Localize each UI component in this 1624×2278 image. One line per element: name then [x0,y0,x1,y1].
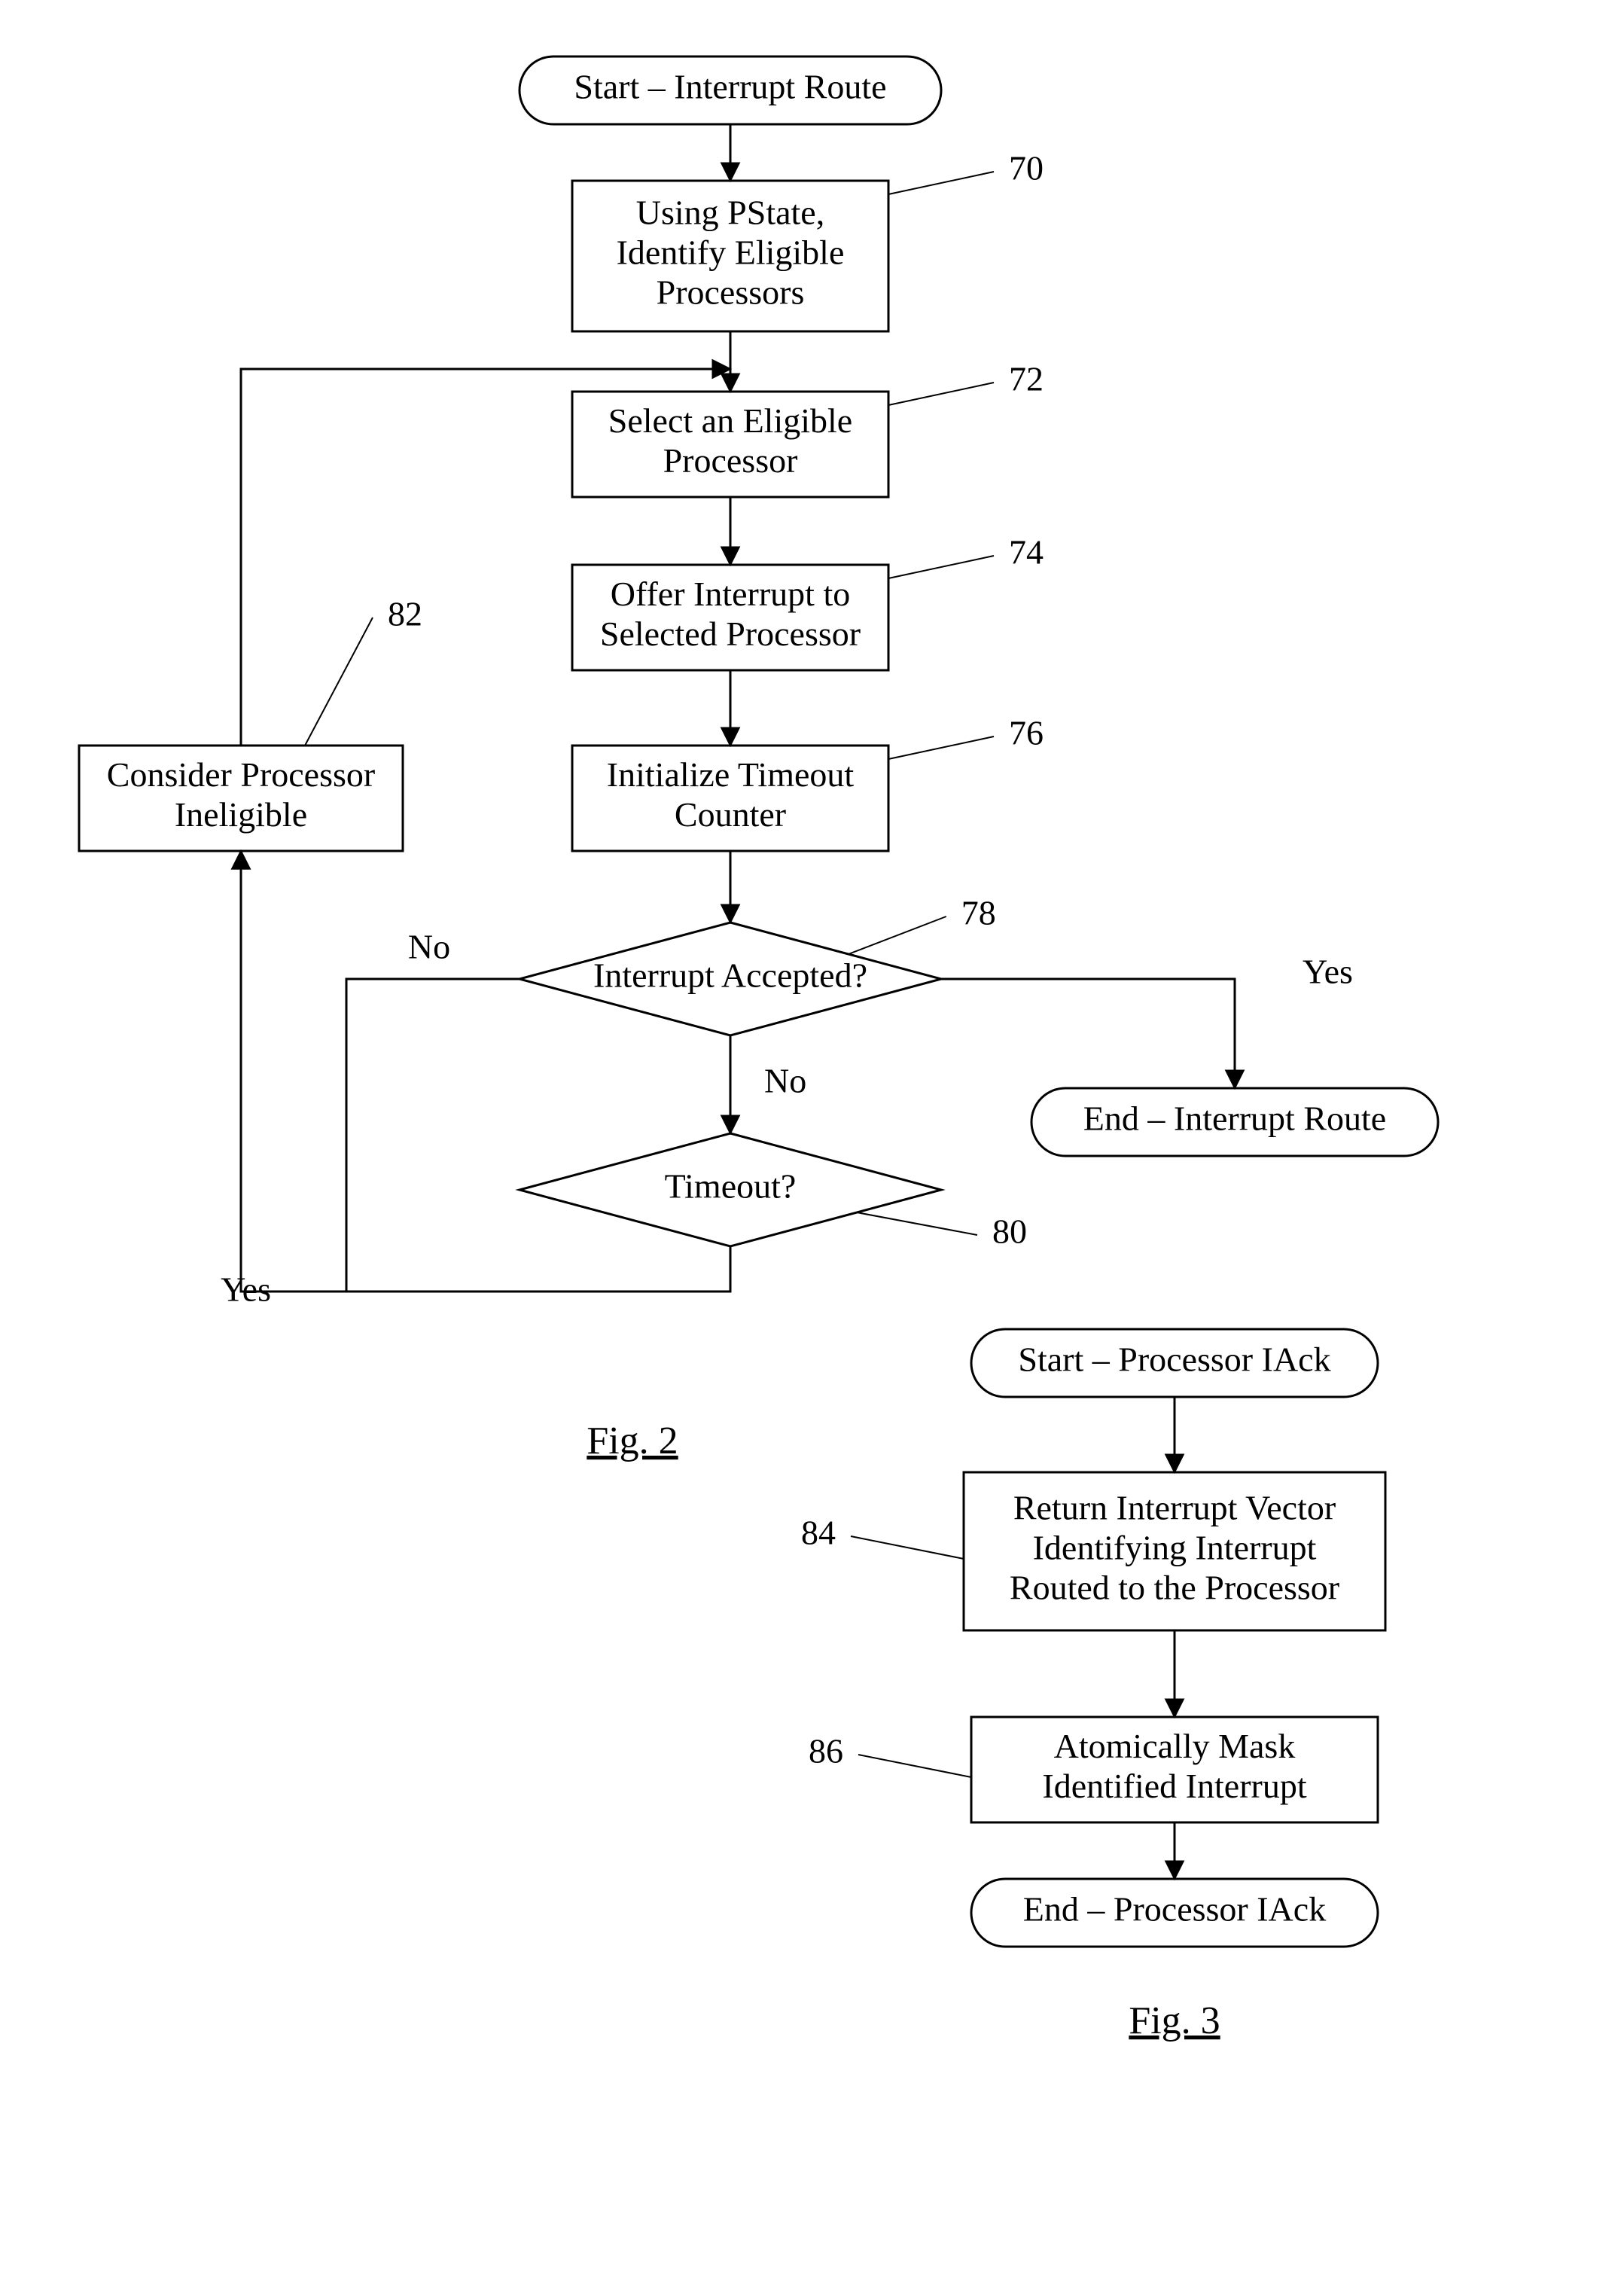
fig3: Start – Processor IAck Return Interrupt V… [801,1329,1385,1947]
svg-text:86: 86 [809,1732,843,1770]
figure-caption: Fig. 2 [587,1420,678,1462]
svg-text:Initialize Timeout: Initialize Timeout [607,755,855,794]
svg-text:70: 70 [1009,149,1044,188]
node-n82: Consider ProcessorIneligible 82 [79,595,422,851]
svg-text:No: No [764,1062,806,1100]
svg-text:No: No [408,928,450,966]
svg-text:Identify Eligible: Identify Eligible [617,233,845,272]
node-n72: Select an EligibleProcessor 72 [572,360,1044,497]
svg-text:Select an Eligible: Select an Eligible [608,401,852,440]
svg-text:Counter: Counter [675,795,786,834]
node-end: End – Processor IAck [971,1879,1378,1947]
node-n74: Offer Interrupt toSelected Processor 74 [572,533,1044,670]
svg-text:Consider Processor: Consider Processor [107,755,375,794]
node-n76: Initialize TimeoutCounter 76 [572,714,1044,851]
svg-text:Identifying Interrupt: Identifying Interrupt [1033,1529,1317,1567]
svg-text:Fig. 3: Fig. 3 [1129,1999,1220,2042]
svg-text:Start – Interrupt Route: Start – Interrupt Route [574,68,886,106]
node-start: Start – Interrupt Route [519,56,941,124]
svg-text:Yes: Yes [221,1270,271,1309]
svg-text:Processor: Processor [663,441,798,480]
svg-text:Using PState,: Using PState, [636,194,824,232]
figure-caption: Fig. 3 [1129,1999,1220,2042]
svg-text:End – Interrupt Route: End – Interrupt Route [1083,1099,1386,1138]
svg-text:Interrupt Accepted?: Interrupt Accepted? [593,956,867,995]
node-n84: Return Interrupt VectorIdentifying Inter… [801,1472,1385,1630]
svg-text:72: 72 [1009,360,1044,398]
svg-text:Offer Interrupt to: Offer Interrupt to [611,575,850,613]
svg-text:74: 74 [1009,533,1044,572]
svg-text:End – Processor IAck: End – Processor IAck [1023,1890,1326,1929]
svg-text:80: 80 [992,1212,1027,1251]
svg-text:78: 78 [961,894,996,932]
node-end: End – Interrupt Route [1031,1088,1438,1156]
node-n78: Interrupt Accepted? 78 [519,894,996,1035]
svg-text:Identified Interrupt: Identified Interrupt [1042,1767,1306,1805]
svg-text:Atomically Mask: Atomically Mask [1054,1727,1296,1765]
node-n80: Timeout? 80 [519,1133,1027,1251]
svg-text:Return Interrupt Vector: Return Interrupt Vector [1013,1489,1336,1527]
svg-text:Timeout?: Timeout? [665,1167,797,1206]
svg-text:Processors: Processors [657,273,805,311]
svg-text:Ineligible: Ineligible [175,795,307,834]
node-n70: Using PState,Identify EligibleProcessors… [572,149,1044,331]
node-n86: Atomically MaskIdentified Interrupt 86 [809,1717,1378,1822]
svg-text:Yes: Yes [1303,953,1353,991]
node-start: Start – Processor IAck [971,1329,1378,1397]
fig2: Start – Interrupt Route Using PState,Iden… [79,56,1438,1309]
svg-text:76: 76 [1009,714,1044,752]
svg-text:Selected Processor: Selected Processor [600,614,861,653]
svg-text:Fig. 2: Fig. 2 [587,1420,678,1462]
svg-text:Routed to the Processor: Routed to the Processor [1010,1568,1339,1606]
svg-text:Start – Processor IAck: Start – Processor IAck [1018,1340,1330,1379]
svg-text:82: 82 [388,595,422,633]
svg-text:84: 84 [801,1514,836,1552]
